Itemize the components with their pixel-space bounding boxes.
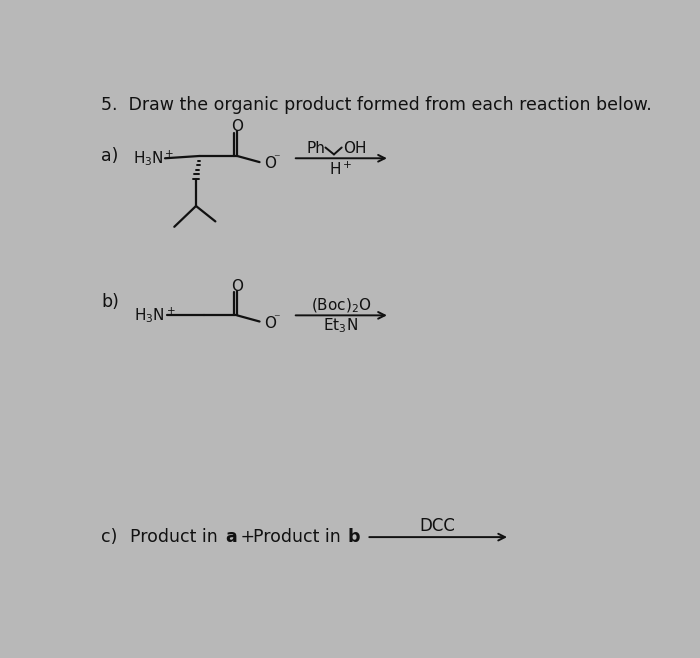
Text: Product in: Product in bbox=[130, 528, 223, 546]
Text: O: O bbox=[264, 156, 276, 171]
Text: a: a bbox=[225, 528, 237, 546]
Text: +: + bbox=[165, 149, 174, 159]
Text: b): b) bbox=[102, 293, 119, 311]
Text: c): c) bbox=[102, 528, 118, 546]
Text: Et$_3$N: Et$_3$N bbox=[323, 316, 358, 335]
Text: +: + bbox=[234, 528, 260, 546]
Text: a): a) bbox=[102, 147, 119, 164]
Text: DCC: DCC bbox=[420, 517, 456, 534]
Text: ⁻: ⁻ bbox=[274, 312, 280, 325]
Text: H$_3$N: H$_3$N bbox=[134, 306, 165, 324]
Text: +: + bbox=[167, 306, 176, 316]
Text: ⁻: ⁻ bbox=[274, 153, 280, 166]
Text: OH: OH bbox=[343, 141, 367, 156]
Text: (Boc)$_2$O: (Boc)$_2$O bbox=[311, 296, 371, 315]
Text: H$_3$N: H$_3$N bbox=[133, 149, 163, 168]
Text: O: O bbox=[231, 119, 243, 134]
Text: H$^+$: H$^+$ bbox=[329, 161, 353, 178]
Text: Ph: Ph bbox=[306, 141, 325, 156]
Text: 5.  Draw the organic product formed from each reaction below.: 5. Draw the organic product formed from … bbox=[102, 96, 652, 114]
Text: b: b bbox=[348, 528, 360, 546]
Text: O: O bbox=[264, 316, 276, 330]
Text: Product in: Product in bbox=[253, 528, 346, 546]
Text: O: O bbox=[231, 278, 243, 293]
